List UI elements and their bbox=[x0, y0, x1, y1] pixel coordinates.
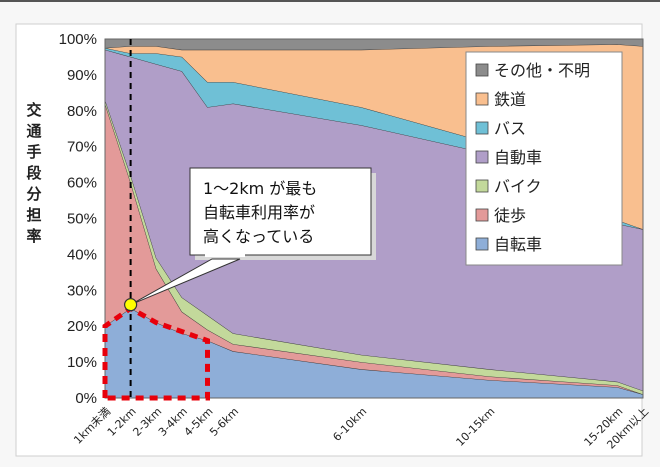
y-axis-label-char: 担 bbox=[26, 206, 41, 224]
y-tick-label: 20% bbox=[67, 318, 97, 335]
y-tick-label: 40% bbox=[67, 246, 97, 263]
callout-pointer bbox=[130, 258, 241, 306]
legend-swatch bbox=[475, 237, 489, 251]
y-tick-label: 90% bbox=[67, 67, 97, 84]
area-series-4 bbox=[105, 48, 643, 230]
y-tick-label: 100% bbox=[59, 31, 97, 48]
legend-swatch bbox=[475, 92, 489, 106]
legend-label: バス bbox=[494, 119, 526, 138]
legend-label: 自転車 bbox=[494, 235, 542, 254]
area-series-0 bbox=[105, 308, 643, 398]
y-tick-label: 60% bbox=[67, 175, 97, 192]
area-boundary-1 bbox=[104, 103, 644, 395]
legend-label: 徒歩 bbox=[494, 206, 526, 225]
legend-label: バイク bbox=[494, 177, 542, 196]
legend-swatch bbox=[475, 63, 489, 77]
y-tick-label: 0% bbox=[75, 390, 97, 407]
callout-text: 自転車利用率が bbox=[203, 203, 315, 222]
callout-text: 高くなっている bbox=[203, 227, 314, 246]
y-axis-label-char: 率 bbox=[26, 227, 41, 245]
legend-label: その他・不明 bbox=[494, 61, 590, 80]
highlight-outline bbox=[102, 305, 210, 401]
y-axis-label-char: 分 bbox=[26, 185, 41, 203]
y-axis-ticks: 0% 10% 20% 30% 40% 50% 60% 70% 80% 90% 100% bbox=[59, 31, 97, 407]
y-tick-label: 70% bbox=[67, 139, 97, 156]
y-axis-label-char: 交 bbox=[26, 101, 41, 119]
highlight-box bbox=[102, 305, 210, 401]
y-tick-label: 80% bbox=[67, 103, 97, 120]
legend-swatch bbox=[475, 208, 489, 222]
legend-swatch bbox=[475, 121, 489, 135]
y-tick-label: 50% bbox=[67, 211, 97, 228]
y-tick-label: 30% bbox=[67, 282, 97, 299]
y-axis-label-char: 段 bbox=[26, 164, 41, 182]
legend-label: 鉄道 bbox=[494, 90, 526, 109]
area-series-6 bbox=[105, 39, 643, 50]
y-axis-label-char: 手 bbox=[26, 143, 41, 161]
callout-text: 1～2km が最も bbox=[203, 179, 317, 198]
y-tick-label: 10% bbox=[67, 354, 97, 371]
legend-swatch bbox=[475, 179, 489, 193]
legend-swatch bbox=[475, 150, 489, 164]
plot-border bbox=[104, 38, 644, 399]
legend-label: 自動車 bbox=[494, 148, 542, 167]
y-axis-label-char: 通 bbox=[26, 122, 41, 140]
legend-box bbox=[465, 51, 623, 266]
callout-gap bbox=[205, 252, 245, 257]
highlight-point bbox=[124, 298, 138, 312]
callout-box bbox=[189, 167, 372, 256]
